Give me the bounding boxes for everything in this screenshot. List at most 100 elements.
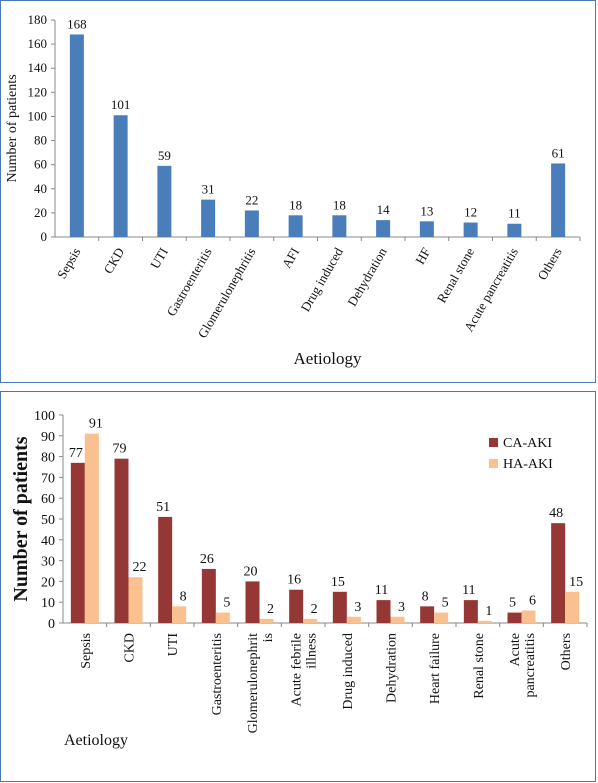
data-label-ha-aki: 15 bbox=[569, 575, 583, 590]
data-label-ha-aki: 6 bbox=[529, 594, 536, 609]
bar-ha-aki bbox=[477, 620, 492, 623]
y-tick-label: 50 bbox=[41, 513, 55, 528]
x-tick-label: Drug induced bbox=[341, 633, 356, 710]
y-tick-label: 0 bbox=[48, 617, 55, 632]
data-label-ca-aki: 8 bbox=[422, 589, 429, 604]
data-label: 168 bbox=[67, 16, 87, 31]
data-label: 31 bbox=[202, 182, 215, 197]
x-tick-label: Others bbox=[534, 245, 564, 283]
bar-ha-aki bbox=[172, 606, 187, 623]
bottom-chart-panel: 0 10 20 30 40 50 60 70 80 90 100 Number of patients… bbox=[0, 391, 596, 782]
x-tick-label: Acute bbox=[508, 633, 523, 666]
data-label: 18 bbox=[289, 197, 302, 212]
data-label-ha-aki: 5 bbox=[442, 596, 449, 611]
y-tick-label: 70 bbox=[41, 471, 55, 486]
bar bbox=[69, 34, 84, 237]
data-label-ca-aki: 26 bbox=[200, 552, 214, 567]
bar-ca-aki bbox=[551, 523, 566, 623]
x-tick-label: Dehydration bbox=[385, 633, 400, 703]
bar bbox=[288, 215, 303, 237]
bar-ca-aki bbox=[332, 591, 347, 623]
bar-ca-aki bbox=[201, 568, 216, 623]
legend-label-ha-aki: HA-AKI bbox=[503, 457, 553, 472]
y-tick-label: 120 bbox=[28, 84, 48, 99]
x-tick-label: Sepsis bbox=[54, 245, 84, 281]
data-label-ha-aki: 3 bbox=[354, 600, 361, 615]
bar-ha-aki bbox=[215, 612, 230, 623]
data-label-ca-aki: 15 bbox=[331, 575, 345, 590]
data-label-ca-aki: 79 bbox=[113, 442, 127, 457]
x-tick-label: Sepsis bbox=[79, 633, 94, 669]
y-tick-label: 80 bbox=[34, 133, 47, 148]
y-tick-label: 20 bbox=[41, 575, 55, 590]
legend-swatch-ca-aki bbox=[489, 438, 498, 447]
y-tick-label: 100 bbox=[34, 409, 55, 424]
bar-ha-aki bbox=[521, 610, 536, 623]
x-tick-label: Dehydration bbox=[344, 245, 390, 309]
data-label: 61 bbox=[552, 145, 565, 160]
data-label-ha-aki: 1 bbox=[485, 604, 492, 619]
x-tick-label: HF bbox=[412, 245, 433, 267]
x-axis-title: Aetiology bbox=[64, 732, 128, 749]
bar bbox=[201, 199, 216, 237]
x-tick-label: UTI bbox=[147, 245, 171, 271]
x-tick-label: CKD bbox=[101, 245, 128, 276]
y-tick-label: 10 bbox=[41, 596, 55, 611]
y-tick-label: 180 bbox=[28, 12, 48, 27]
data-label-ha-aki: 2 bbox=[311, 602, 318, 617]
data-label: 22 bbox=[245, 192, 258, 207]
bar-ca-aki bbox=[420, 606, 435, 623]
data-label-ca-aki: 77 bbox=[69, 446, 83, 461]
bar-ca-aki bbox=[463, 600, 478, 623]
x-tick-label: pancreatitis bbox=[523, 633, 538, 698]
bar-ha-aki bbox=[303, 618, 318, 623]
bar bbox=[244, 210, 259, 237]
data-label-ca-aki: 5 bbox=[509, 596, 516, 611]
bar-ha-aki bbox=[565, 591, 580, 623]
bar-ha-aki bbox=[390, 616, 405, 623]
top-bar-chart: 0 20 40 60 80 100 120 140 160 180 Number of patien… bbox=[5, 12, 581, 368]
x-tick-label: Renal stone bbox=[434, 245, 478, 306]
data-label-ha-aki: 91 bbox=[89, 417, 103, 432]
data-label: 18 bbox=[333, 197, 346, 212]
data-label-ha-aki: 2 bbox=[267, 602, 274, 617]
data-label-ha-aki: 8 bbox=[180, 589, 187, 604]
data-label-ha-aki: 3 bbox=[398, 600, 405, 615]
data-label-ca-aki: 51 bbox=[156, 500, 170, 515]
y-tick-label: 100 bbox=[28, 108, 48, 123]
x-tick-label: Drug induced bbox=[297, 245, 346, 315]
bar bbox=[332, 215, 347, 237]
bar-ca-aki bbox=[158, 516, 173, 623]
bar-ha-aki bbox=[434, 612, 449, 623]
x-tick-label: Gastroenteritis bbox=[210, 633, 225, 715]
bar bbox=[507, 223, 522, 237]
y-tick-label: 60 bbox=[34, 157, 47, 172]
x-tick-label: is bbox=[261, 633, 276, 642]
bar-ca-aki bbox=[70, 462, 85, 623]
x-tick-label: Others bbox=[559, 633, 574, 670]
bar-ha-aki bbox=[128, 577, 143, 623]
y-tick-label: 20 bbox=[34, 205, 47, 220]
y-tick-label: 40 bbox=[34, 181, 47, 196]
x-tick-label: Acute febrile bbox=[290, 633, 305, 706]
data-label: 101 bbox=[111, 97, 131, 112]
y-tick-label: 30 bbox=[41, 555, 55, 570]
bar-ca-aki bbox=[507, 612, 522, 623]
data-label: 11 bbox=[508, 206, 521, 221]
data-label-ha-aki: 22 bbox=[133, 560, 147, 575]
x-tick-label: Glomerulonephrit bbox=[246, 633, 261, 733]
y-tick-label: 60 bbox=[41, 492, 55, 507]
x-tick-label: Gastroenteritis bbox=[163, 245, 214, 319]
x-tick-label: illness bbox=[305, 633, 320, 669]
x-tick-label: AFI bbox=[279, 245, 302, 271]
bar-ha-aki bbox=[346, 616, 361, 623]
x-tick-label: CKD bbox=[123, 633, 138, 663]
data-label-ca-aki: 20 bbox=[244, 564, 258, 579]
y-tick-label: 140 bbox=[28, 60, 48, 75]
bar-ha-aki bbox=[84, 433, 99, 623]
data-label-ca-aki: 48 bbox=[549, 506, 563, 521]
legend-swatch-ha-aki bbox=[489, 459, 498, 468]
y-tick-label: 160 bbox=[28, 36, 48, 51]
data-label: 13 bbox=[420, 203, 433, 218]
bar bbox=[551, 163, 566, 237]
